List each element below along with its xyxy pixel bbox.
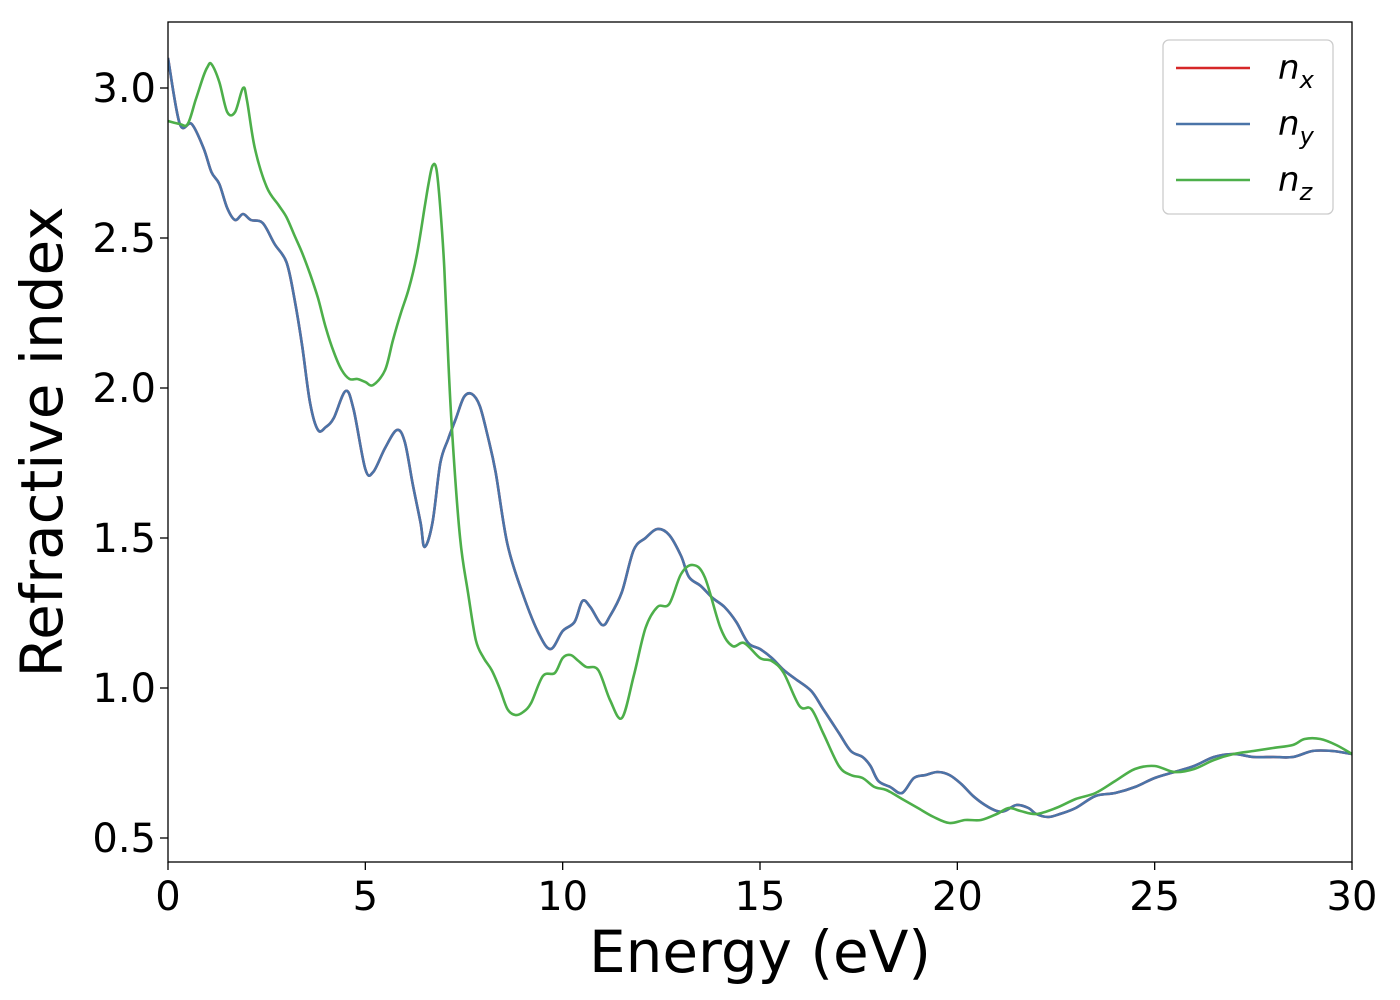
series-line-nz xyxy=(168,61,1352,825)
x-tick-label: 25 xyxy=(1129,874,1180,920)
y-axis-ticks: 0.5 1.0 1.5 2.0 2.5 3.0 xyxy=(92,66,168,862)
y-tick-label: 2.0 xyxy=(92,366,156,412)
x-axis-ticks: 0 5 10 15 20 25 30 xyxy=(155,862,1377,920)
y-tick-label: 0.5 xyxy=(92,816,156,862)
y-tick-label: 3.0 xyxy=(92,66,156,112)
y-axis-title: Refractive index xyxy=(8,206,76,677)
plot-lines xyxy=(168,57,1352,825)
x-tick-label: 15 xyxy=(735,874,786,920)
legend-box xyxy=(1162,39,1334,215)
x-axis-title: Energy (eV) xyxy=(589,918,931,986)
y-tick-label: 1.0 xyxy=(92,666,156,712)
x-tick-label: 0 xyxy=(155,874,180,920)
y-tick-label: 1.5 xyxy=(92,516,156,562)
x-tick-label: 5 xyxy=(353,874,378,920)
x-tick-label: 20 xyxy=(932,874,983,920)
x-tick-label: 30 xyxy=(1327,874,1378,920)
x-tick-label: 10 xyxy=(537,874,588,920)
y-tick-label: 2.5 xyxy=(92,216,156,262)
